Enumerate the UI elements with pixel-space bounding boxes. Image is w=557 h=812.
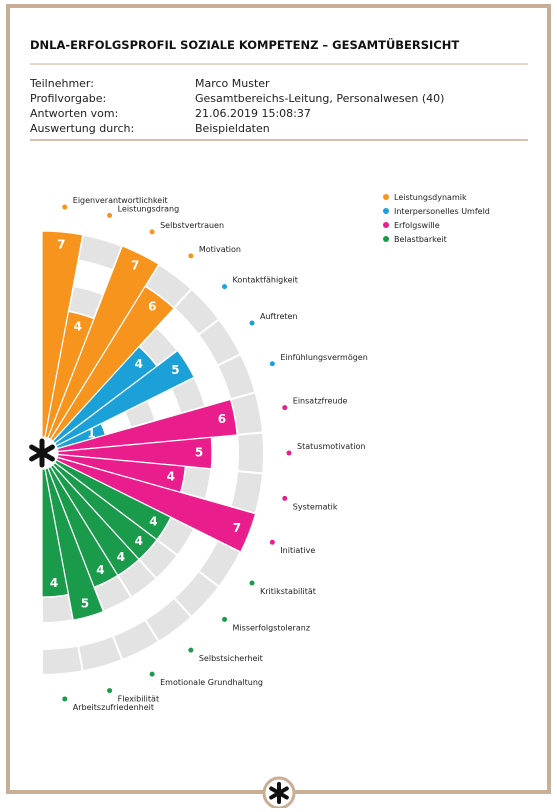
- legend-label: Leistungsdynamik: [394, 193, 467, 202]
- background-tile: [236, 431, 265, 475]
- value-label: 4: [135, 534, 143, 548]
- category-dot: [149, 229, 155, 235]
- category-dot: [269, 539, 275, 545]
- category-label: Selbstsicherheit: [199, 654, 263, 663]
- category-dot: [249, 580, 255, 586]
- category-label: Systematik: [293, 502, 338, 511]
- category-label: Kontaktfähigkeit: [233, 276, 298, 285]
- legend-label: Belastbarkeit: [394, 235, 447, 244]
- value-label: 1: [87, 426, 95, 440]
- category-label: Motivation: [199, 245, 241, 254]
- category-dot: [282, 495, 288, 501]
- category-label: Arbeitszufriedenheit: [73, 703, 154, 712]
- value-label: 7: [57, 237, 65, 251]
- value-label: 4: [74, 320, 82, 334]
- category-label: Emotionale Grundhaltung: [160, 678, 263, 687]
- category-label: Kritikstabilität: [260, 587, 316, 596]
- category-dot: [282, 405, 288, 411]
- value-label: 5: [195, 446, 203, 460]
- background-tile: [41, 644, 84, 677]
- info-value: Gesamtbereichs-Leitung, Personalwesen (4…: [195, 92, 444, 105]
- category-dot: [222, 616, 228, 622]
- value-label: 6: [148, 299, 156, 313]
- center-logo: [29, 438, 55, 468]
- category-label: Leistungsdrang: [118, 204, 180, 213]
- category-label: Eigenverantwortlichkeit: [73, 196, 168, 205]
- category-dot: [62, 204, 68, 210]
- legend-label: Interpersonelles Umfeld: [394, 207, 490, 216]
- info-table: Teilnehmer: Marco Muster Profilvorgabe: Ges…: [29, 77, 444, 135]
- value-label: 6: [218, 412, 226, 426]
- category-dot: [149, 671, 155, 677]
- category-label: Auftreten: [260, 312, 298, 321]
- info-value: Marco Muster: [195, 77, 270, 90]
- value-label: 7: [233, 521, 241, 535]
- category-label: Einfühlungsvermögen: [280, 353, 367, 362]
- chart: 7 Eigenverantwortlichkeit 4 Leistungsdrang 7…: [41, 193, 490, 712]
- title: DNLA-ERFOLGSPROFIL SOZIALE KOMPETENZ – G…: [30, 37, 459, 52]
- legend-label: Erfolgswille: [394, 221, 440, 230]
- value-label: 5: [81, 597, 89, 611]
- category-label: Initiative: [280, 546, 315, 555]
- category-label: Einsatzfreude: [293, 397, 348, 406]
- category-dot: [249, 320, 255, 326]
- category-dot: [62, 696, 68, 702]
- category-dot: [107, 212, 113, 218]
- info-label: Profilvorgabe:: [30, 92, 106, 105]
- value-label: 4: [50, 576, 58, 590]
- category-dot: [188, 647, 194, 653]
- value-label: 4: [149, 514, 157, 528]
- legend-marker: [383, 222, 389, 228]
- value-label: 4: [135, 357, 143, 371]
- bar: [41, 468, 70, 598]
- legend-marker: [383, 208, 389, 214]
- value-label: 4: [167, 470, 175, 484]
- legend-marker: [383, 194, 389, 200]
- info-value: 21.06.2019 15:08:37: [195, 107, 311, 120]
- category-dot: [222, 284, 228, 290]
- category-label: Statusmotivation: [297, 442, 366, 451]
- info-value: Beispieldaten: [195, 122, 270, 135]
- value-label: 4: [96, 563, 104, 577]
- category-dot: [188, 253, 194, 259]
- info-label: Antworten vom:: [30, 107, 118, 120]
- value-label: 4: [117, 550, 125, 564]
- info-label: Teilnehmer:: [29, 77, 94, 90]
- category-label: Misserfolgstoleranz: [233, 623, 311, 632]
- footer-logo: [262, 776, 296, 810]
- category-dot: [286, 450, 292, 456]
- background-tile: [76, 634, 124, 673]
- category-dot: [107, 688, 113, 694]
- category-dot: [269, 361, 275, 367]
- category-label: Selbstvertrauen: [160, 221, 224, 230]
- info-label: Auswertung durch:: [30, 122, 134, 135]
- value-label: 5: [171, 363, 179, 377]
- value-label: 7: [131, 258, 139, 272]
- category-label: Flexibilität: [118, 695, 159, 704]
- legend-marker: [383, 236, 389, 242]
- background-tile: [41, 593, 75, 625]
